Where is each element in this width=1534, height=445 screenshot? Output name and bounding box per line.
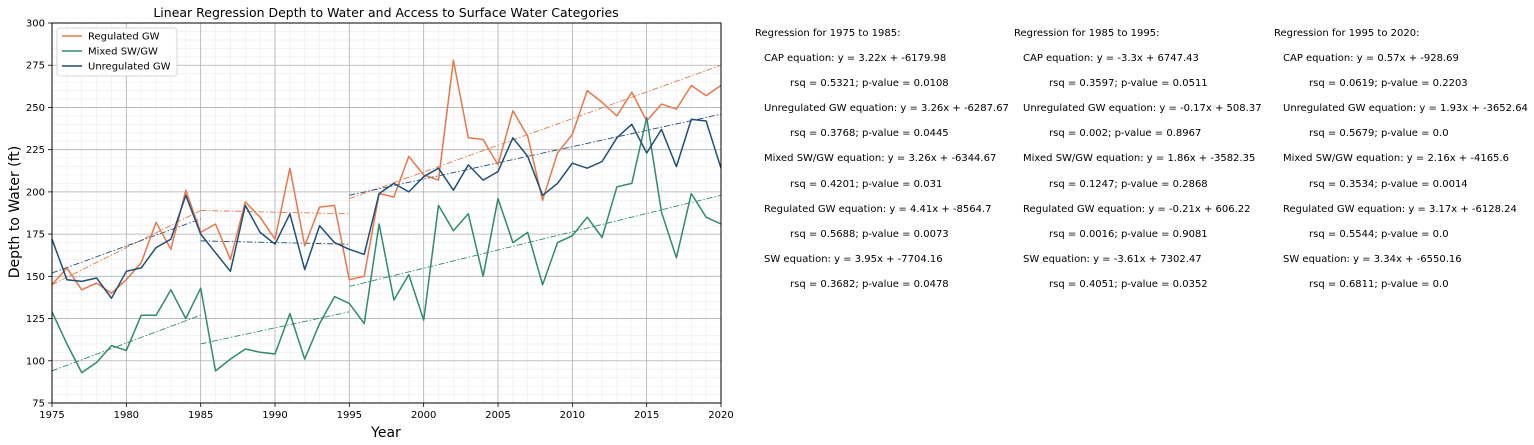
minor-grid: [51, 22, 722, 404]
series-lines: [51, 59, 722, 374]
unregulated-gw-rsq: rsq = 0.002; p-value = 0.8967: [1049, 128, 1202, 139]
regression-line: [349, 194, 722, 287]
regression-header: Regression for 1975 to 1985:: [755, 28, 901, 39]
mixed-sw-gw-rsq: rsq = 0.4201; p-value = 0.031: [790, 179, 943, 190]
mixed-sw-gw-equation: Mixed SW/GW equation: y = 1.86x + -3582.…: [1023, 153, 1256, 164]
cap-equation: CAP equation: y = -3.3x + 6747.43: [1023, 53, 1199, 64]
x-axis-label: Year: [370, 425, 401, 441]
chart-title: Linear Regression Depth to Water and Acc…: [153, 5, 618, 20]
regulated-gw-rsq: rsq = 0.5544; p-value = 0.0: [1309, 229, 1449, 240]
y-tick-label: 125: [26, 314, 45, 325]
regulated-gw-rsq: rsq = 0.5688; p-value = 0.0073: [790, 229, 949, 240]
major-grid: [51, 22, 722, 404]
series-line: [51, 118, 722, 300]
plot-frame: [51, 22, 722, 404]
y-tick-label: 300: [26, 19, 45, 30]
unregulated-gw-equation: Unregulated GW equation: y = -0.17x + 50…: [1023, 103, 1262, 114]
unregulated-gw-rsq: rsq = 0.3768; p-value = 0.0445: [790, 128, 949, 139]
regression-lines: [51, 64, 722, 372]
sw-equation: SW equation: y = -3.61x + 7302.47: [1023, 254, 1202, 265]
y-tick-label: 250: [26, 103, 45, 114]
mixed-sw-gw-equation: Mixed SW/GW equation: y = 3.26x + -6344.…: [764, 153, 997, 164]
x-tick-label: 1975: [39, 410, 64, 421]
y-tick-label: 225: [26, 145, 45, 156]
x-tick-label: 2020: [708, 410, 733, 421]
line-chart: 1975 1980 1985 1990 1995 2000 2005 2010 2015 2020…: [7, 5, 734, 441]
sw-equation: SW equation: y = 3.34x + -6550.16: [1283, 254, 1462, 265]
legend-label: Regulated GW: [88, 32, 160, 43]
legend-label: Unregulated GW: [88, 62, 171, 73]
cap-equation: CAP equation: y = 0.57x + -928.69: [1283, 53, 1459, 64]
regression-header: Regression for 1995 to 2020:: [1274, 28, 1420, 39]
sw-rsq: rsq = 0.4051; p-value = 0.0352: [1049, 279, 1208, 290]
regulated-gw-rsq: rsq = 0.0016; p-value = 0.9081: [1049, 229, 1208, 240]
x-tick-label: 1995: [337, 410, 362, 421]
x-tick-label: 1985: [188, 410, 213, 421]
cap-rsq: rsq = 0.5321; p-value = 0.0108: [790, 78, 949, 89]
regression-line: [200, 311, 350, 345]
unregulated-gw-equation: Unregulated GW equation: y = 1.93x + -36…: [1283, 103, 1528, 114]
mixed-sw-gw-rsq: rsq = 0.3534; p-value = 0.0014: [1309, 179, 1468, 190]
y-tick-label: 75: [32, 399, 45, 410]
x-tick-label: 2005: [485, 410, 510, 421]
sw-rsq: rsq = 0.3682; p-value = 0.0478: [790, 279, 949, 290]
series-line: [51, 59, 722, 294]
x-tick-label: 1990: [262, 410, 287, 421]
y-tick-label: 100: [26, 356, 45, 367]
cap-rsq: rsq = 0.3597; p-value = 0.0511: [1049, 78, 1208, 89]
axis-ticks: 1975 1980 1985 1990 1995 2000 2005 2010 2015 2020…: [26, 19, 734, 422]
regulated-gw-equation: Regulated GW equation: y = 4.41x + -8564…: [764, 204, 992, 215]
unregulated-gw-equation: Unregulated GW equation: y = 3.26x + -62…: [764, 103, 1009, 114]
mixed-sw-gw-equation: Mixed SW/GW equation: y = 2.16x + -4165.…: [1283, 153, 1509, 164]
cap-rsq: rsq = 0.0619; p-value = 0.2203: [1309, 78, 1468, 89]
legend: Regulated GW Mixed SW/GW Unregulated GW: [56, 27, 178, 77]
regression-line: [349, 113, 722, 196]
legend-box: [56, 27, 178, 77]
y-tick-label: 175: [26, 230, 45, 241]
mixed-sw-gw-rsq: rsq = 0.1247; p-value = 0.2868: [1049, 179, 1208, 190]
x-tick-label: 2015: [634, 410, 659, 421]
cap-equation: CAP equation: y = 3.22x + -6179.98: [764, 53, 947, 64]
y-tick-label: 150: [26, 272, 45, 283]
regulated-gw-equation: Regulated GW equation: y = -0.21x + 606.…: [1023, 204, 1251, 215]
x-tick-label: 1980: [114, 410, 139, 421]
x-tick-label: 2000: [411, 410, 436, 421]
legend-label: Mixed SW/GW: [88, 47, 158, 58]
regression-header: Regression for 1985 to 1995:: [1014, 28, 1160, 39]
y-tick-label: 275: [26, 61, 45, 72]
regression-line: [200, 210, 350, 215]
regulated-gw-equation: Regulated GW equation: y = 3.17x + -6128…: [1283, 204, 1517, 215]
y-axis-label: Depth to Water (ft): [7, 146, 23, 279]
sw-rsq: rsq = 0.6811; p-value = 0.0: [1309, 279, 1449, 290]
y-tick-label: 200: [26, 187, 45, 198]
sw-equation: SW equation: y = 3.95x + -7704.16: [764, 254, 943, 265]
regression-line: [349, 64, 722, 200]
x-tick-label: 2010: [560, 410, 585, 421]
series-line: [51, 116, 722, 374]
unregulated-gw-rsq: rsq = 0.5679; p-value = 0.0: [1309, 128, 1449, 139]
